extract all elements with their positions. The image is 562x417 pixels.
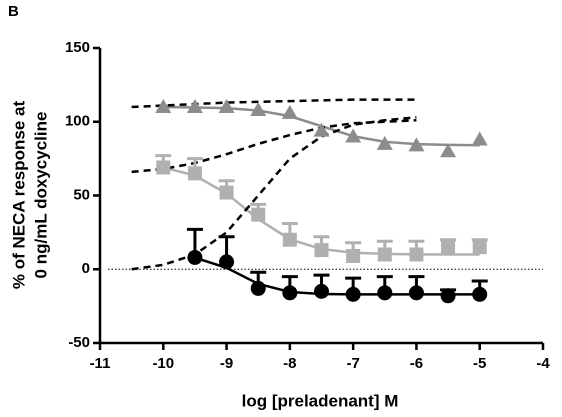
y-axis-label: % of NECA response at	[9, 101, 28, 290]
triangle-marker	[250, 101, 267, 116]
square-marker	[314, 243, 329, 258]
triangle-marker	[186, 99, 203, 113]
fit-curve	[131, 119, 417, 174]
triangle-marker	[155, 99, 172, 113]
x-tick-label: -7	[346, 355, 359, 372]
y-tick-label: 0	[82, 260, 90, 277]
circle-marker	[282, 285, 298, 301]
fit-curve	[131, 98, 417, 109]
fit-curve	[131, 116, 417, 271]
x-tick-label: -9	[220, 355, 233, 372]
fit-curve	[194, 256, 480, 296]
triangle-marker	[281, 104, 298, 119]
circle-marker	[408, 285, 424, 301]
y-tick-label: -50	[68, 334, 90, 351]
x-tick-label: -6	[410, 355, 423, 372]
x-tick-label: -5	[473, 355, 486, 372]
circle-marker	[314, 283, 329, 299]
triangle-marker	[313, 122, 330, 137]
y-tick-label: 100	[65, 113, 90, 130]
circle-marker	[440, 288, 456, 304]
square-marker	[377, 247, 392, 262]
square-marker	[441, 240, 456, 255]
circle-marker	[187, 249, 203, 265]
triangle-marker	[218, 99, 235, 113]
x-tick-label: -8	[283, 355, 296, 372]
x-tick-label: -4	[536, 355, 550, 372]
triangle-marker	[345, 128, 362, 143]
y-axis-label: 0 ng/mL doxycycline	[31, 112, 50, 279]
x-axis-label: log [preladenant] M	[242, 391, 399, 410]
square-marker	[251, 207, 266, 222]
circle-marker	[219, 254, 235, 270]
triangle-marker	[408, 137, 425, 152]
y-tick-label: 150	[65, 39, 90, 56]
panel-label: B	[8, 3, 19, 20]
y-tick-label: 50	[73, 186, 90, 203]
triangle-marker	[440, 143, 457, 158]
x-tick-label: -11	[90, 355, 111, 372]
circle-marker	[472, 286, 488, 302]
circle-marker	[377, 285, 393, 301]
x-tick-label: -10	[152, 355, 174, 372]
square-marker	[282, 232, 297, 247]
circle-marker	[345, 286, 361, 302]
triangle-marker	[471, 131, 488, 146]
triangle-marker	[376, 135, 393, 150]
square-marker	[187, 166, 202, 181]
square-marker	[409, 247, 424, 262]
circle-marker	[250, 280, 266, 296]
square-marker	[219, 185, 234, 200]
square-marker	[472, 240, 487, 255]
square-marker	[156, 160, 171, 175]
square-marker	[346, 248, 361, 263]
